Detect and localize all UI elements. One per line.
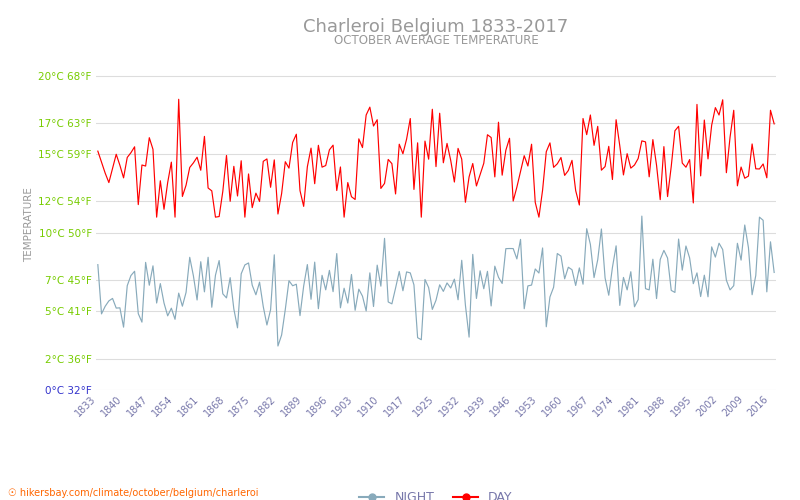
Y-axis label: TEMPERATURE: TEMPERATURE	[24, 188, 34, 262]
Title: Charleroi Belgium 1833-2017: Charleroi Belgium 1833-2017	[303, 18, 569, 36]
Legend: NIGHT, DAY: NIGHT, DAY	[354, 486, 518, 500]
Text: OCTOBER AVERAGE TEMPERATURE: OCTOBER AVERAGE TEMPERATURE	[334, 34, 538, 47]
Text: ☉ hikersbay.com/climate/october/belgium/charleroi: ☉ hikersbay.com/climate/october/belgium/…	[8, 488, 258, 498]
